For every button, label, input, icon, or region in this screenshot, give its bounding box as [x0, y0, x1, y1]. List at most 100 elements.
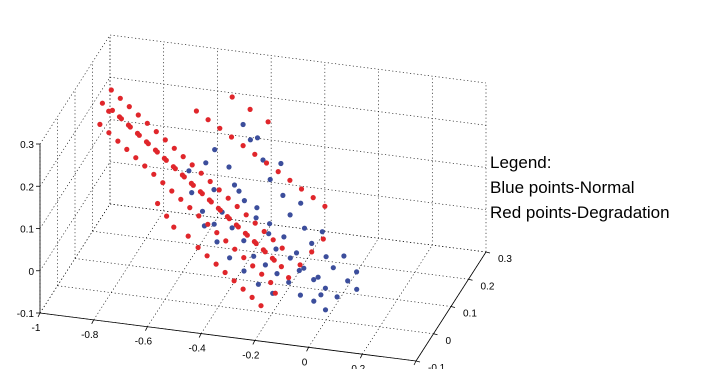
degradation-point — [160, 180, 166, 186]
degradation-point — [268, 279, 274, 286]
degradation-point — [252, 151, 258, 157]
y-tick-label: 0.1 — [463, 309, 477, 320]
degradation-point — [213, 261, 219, 267]
normal-point — [266, 231, 272, 237]
legend-degradation: Red points-Degradation — [490, 203, 670, 222]
degradation-point — [207, 178, 213, 185]
degradation-point — [261, 228, 267, 235]
degradation-point — [181, 174, 187, 180]
normal-point — [186, 168, 192, 174]
y-tick-mark — [433, 333, 438, 336]
data-points — [97, 87, 360, 313]
y-tick-label: 0.2 — [481, 281, 495, 292]
degradation-point — [189, 162, 195, 168]
x-tick-mark — [252, 340, 256, 345]
degradation-point — [226, 216, 232, 222]
degradation-point — [196, 213, 202, 219]
degradation-point — [272, 290, 278, 296]
degradation-point — [279, 245, 285, 251]
degradation-point — [249, 294, 255, 300]
degradation-point — [162, 137, 168, 143]
degradation-point — [169, 188, 175, 194]
legend-normal: Blue points-Normal — [490, 178, 635, 197]
normal-point — [315, 274, 321, 280]
normal-point — [241, 238, 247, 244]
degradation-point — [310, 195, 316, 201]
normal-point — [241, 268, 247, 274]
degradation-point — [275, 169, 281, 175]
normal-point — [297, 292, 303, 298]
normal-point — [318, 292, 324, 298]
normal-point — [267, 176, 273, 183]
normal-point — [251, 253, 257, 259]
normal-point — [298, 200, 304, 206]
degradation-point — [205, 221, 211, 227]
degradation-point — [171, 224, 177, 230]
y-tick-label: 0 — [446, 336, 452, 347]
normal-point — [254, 135, 261, 141]
normal-point — [203, 160, 209, 166]
degradation-point — [145, 141, 151, 147]
degradation-point — [223, 238, 229, 244]
degradation-point — [214, 230, 220, 236]
degradation-point — [265, 119, 271, 125]
x-tick-mark — [413, 360, 417, 366]
normal-point — [354, 269, 360, 275]
degradation-point — [271, 257, 277, 263]
x-tick-mark — [91, 319, 95, 325]
normal-point — [319, 229, 325, 235]
degradation-point — [222, 269, 228, 276]
normal-point — [287, 255, 293, 261]
y-tick-label: -0.1 — [428, 363, 446, 369]
normal-point — [262, 262, 268, 268]
x-tick-mark — [359, 353, 363, 359]
tick-labels: -1-0.8-0.6-0.4-0.200.20.4-0.100.10.20.3-… — [17, 140, 513, 369]
y-tick-label: 0.3 — [498, 254, 512, 265]
x-tick-mark — [198, 333, 202, 338]
y-tick-mark — [468, 278, 473, 281]
degradation-point — [164, 213, 170, 219]
degradation-point — [118, 116, 124, 122]
degradation-point — [253, 240, 259, 247]
degradation-point — [286, 275, 292, 281]
normal-point — [229, 225, 235, 231]
degradation-point — [155, 200, 161, 207]
normal-point — [280, 192, 286, 198]
degradation-point — [190, 182, 196, 188]
degradation-point — [217, 207, 223, 213]
x-tick-mark — [306, 347, 309, 352]
grid-line — [109, 76, 487, 126]
grid-line — [92, 230, 469, 280]
x-tick-label: -0.8 — [81, 330, 99, 341]
normal-point — [286, 279, 292, 285]
z-tick-label: 0.2 — [20, 182, 34, 193]
degradation-point — [297, 262, 303, 268]
degradation-point — [127, 124, 133, 130]
degradation-point — [133, 155, 139, 161]
y-tick-mark — [450, 306, 456, 308]
degradation-point — [187, 205, 193, 211]
degradation-point — [126, 104, 132, 110]
degradation-point — [180, 154, 186, 160]
normal-point — [267, 221, 273, 227]
degradation-point — [178, 196, 184, 202]
axis-box — [36, 143, 491, 366]
normal-point — [236, 188, 242, 194]
x-tick-label: 0.2 — [351, 364, 365, 369]
normal-point — [214, 239, 220, 245]
x-tick-mark — [37, 312, 41, 318]
normal-point — [274, 271, 280, 277]
degradation-point — [108, 87, 114, 93]
grid-line — [109, 203, 487, 253]
degradation-point — [154, 149, 160, 155]
degradation-point — [172, 166, 178, 172]
y-tick-mark — [415, 360, 421, 363]
degradation-point — [225, 195, 231, 201]
normal-point — [189, 190, 195, 196]
normal-point — [231, 182, 238, 188]
degradation-point — [270, 237, 276, 243]
normal-point — [354, 286, 360, 292]
degradation-point — [204, 253, 210, 259]
legend: Legend: Blue points-Normal Red points-De… — [490, 150, 670, 225]
grid-line — [109, 203, 487, 253]
